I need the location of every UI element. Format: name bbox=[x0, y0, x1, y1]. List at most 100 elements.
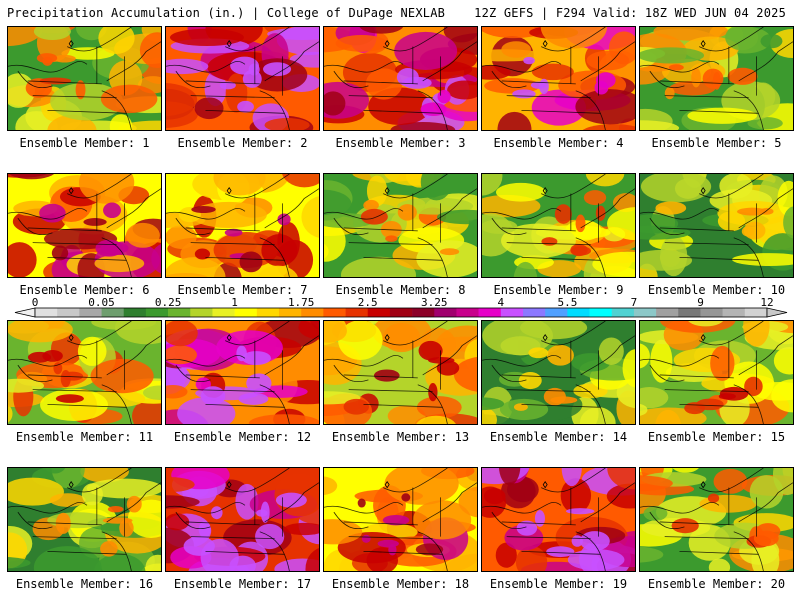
ensemble-member-label: Ensemble Member: 5 bbox=[651, 136, 782, 150]
ensemble-member-label: Ensemble Member: 9 bbox=[493, 283, 624, 297]
ensemble-map-panel bbox=[481, 467, 636, 572]
ensemble-member-label: Ensemble Member: 3 bbox=[335, 136, 466, 150]
ensemble-map-panel bbox=[639, 320, 794, 425]
precipitation-field bbox=[166, 174, 319, 277]
colorbar-tick-label: 2.5 bbox=[358, 296, 378, 309]
station-marker bbox=[700, 334, 706, 342]
precipitation-field bbox=[166, 27, 319, 130]
ensemble-member-label: Ensemble Member: 12 bbox=[173, 430, 312, 444]
station-marker bbox=[700, 481, 706, 489]
colorbar-swatch bbox=[633, 308, 657, 317]
precipitation-field bbox=[8, 468, 161, 571]
ensemble-map-panel bbox=[7, 26, 162, 131]
station-marker bbox=[542, 187, 548, 195]
precipitation-field bbox=[482, 321, 635, 424]
colorbar-swatch bbox=[367, 308, 391, 317]
ensemble-map-panel bbox=[7, 320, 162, 425]
ensemble-member-label: Ensemble Member: 10 bbox=[647, 283, 786, 297]
ensemble-member-label: Ensemble Member: 19 bbox=[489, 577, 628, 591]
precipitation-field bbox=[324, 468, 477, 571]
colorbar-swatch bbox=[722, 308, 746, 317]
precipitation-field bbox=[324, 174, 477, 277]
ensemble-map-panel bbox=[165, 467, 320, 572]
station-marker bbox=[542, 481, 548, 489]
precipitation-field bbox=[482, 468, 635, 571]
ensemble-map-panel bbox=[165, 320, 320, 425]
precipitation-field bbox=[640, 321, 793, 424]
colorbar-tick-label: 12 bbox=[760, 296, 773, 309]
ensemble-member-label: Ensemble Member: 6 bbox=[19, 283, 150, 297]
ensemble-map-panel bbox=[323, 320, 478, 425]
station-marker bbox=[68, 40, 74, 48]
precipitation-field bbox=[482, 174, 635, 277]
colorbar-swatch bbox=[456, 308, 479, 317]
ensemble-member-label: Ensemble Member: 20 bbox=[647, 577, 786, 591]
ensemble-member-label: Ensemble Member: 7 bbox=[177, 283, 308, 297]
ensemble-map-panel bbox=[7, 173, 162, 278]
ensemble-map-panel bbox=[639, 467, 794, 572]
station-marker bbox=[384, 481, 390, 489]
precipitation-field bbox=[324, 321, 477, 424]
colorbar-swatch bbox=[79, 308, 102, 317]
colorbar-swatch bbox=[700, 308, 723, 317]
station-marker bbox=[68, 481, 74, 489]
colorbar-swatch bbox=[345, 308, 369, 317]
colorbar-swatch bbox=[190, 308, 213, 317]
precipitation-field bbox=[482, 27, 635, 130]
colorbar-swatch bbox=[589, 308, 613, 317]
ensemble-map-panel bbox=[7, 467, 162, 572]
colorbar-tick-label: 4 bbox=[497, 296, 504, 309]
colorbar-tick-label: 0.25 bbox=[155, 296, 182, 309]
station-marker bbox=[542, 40, 548, 48]
colorbar-right-arrow bbox=[766, 307, 788, 318]
precipitation-field bbox=[8, 321, 161, 424]
colorbar-swatch bbox=[234, 308, 258, 317]
precipitation-field bbox=[640, 174, 793, 277]
colorbar-swatch bbox=[389, 308, 413, 317]
colorbar-swatch bbox=[656, 308, 679, 317]
precipitation-field bbox=[166, 321, 319, 424]
ensemble-map-panel bbox=[639, 26, 794, 131]
ensemble-member-label: Ensemble Member: 4 bbox=[493, 136, 624, 150]
colorbar-tick-label: 0 bbox=[32, 296, 39, 309]
colorbar-left-arrow bbox=[14, 307, 36, 318]
ensemble-map-panel bbox=[165, 173, 320, 278]
colorbar-tick-label: 1 bbox=[231, 296, 238, 309]
colorbar-swatch bbox=[434, 308, 457, 317]
ensemble-map-panel bbox=[481, 173, 636, 278]
precipitation-field bbox=[8, 174, 161, 277]
station-marker bbox=[226, 334, 232, 342]
colorbar-swatch bbox=[744, 308, 768, 317]
ensemble-member-label: Ensemble Member: 17 bbox=[173, 577, 312, 591]
ensemble-map-panel bbox=[323, 26, 478, 131]
colorbar-swatch bbox=[478, 308, 502, 317]
colorbar-tick-label: 0.05 bbox=[88, 296, 115, 309]
ensemble-member-label: Ensemble Member: 14 bbox=[489, 430, 628, 444]
ensemble-member-label: Ensemble Member: 2 bbox=[177, 136, 308, 150]
colorbar-swatch bbox=[35, 308, 58, 317]
station-marker bbox=[226, 187, 232, 195]
colorbar-tick-label: 5.5 bbox=[557, 296, 577, 309]
station-marker bbox=[226, 40, 232, 48]
colorbar-tick-label: 9 bbox=[697, 296, 704, 309]
station-marker bbox=[384, 334, 390, 342]
ensemble-map-panel bbox=[323, 173, 478, 278]
station-marker bbox=[384, 40, 390, 48]
colorbar-swatch bbox=[123, 308, 147, 317]
colorbar-swatch bbox=[301, 308, 324, 317]
precipitation-field bbox=[8, 27, 161, 130]
colorbar-swatch bbox=[145, 308, 169, 317]
ensemble-map-panel bbox=[481, 26, 636, 131]
precipitation-field bbox=[640, 468, 793, 571]
ensemble-member-label: Ensemble Member: 11 bbox=[15, 430, 154, 444]
station-marker bbox=[542, 334, 548, 342]
colorbar-swatch bbox=[567, 308, 590, 317]
station-marker bbox=[700, 187, 706, 195]
precipitation-field bbox=[640, 27, 793, 130]
colorbar-swatch bbox=[412, 308, 435, 317]
colorbar-swatch bbox=[500, 308, 524, 317]
ensemble-member-label: Ensemble Member: 18 bbox=[331, 577, 470, 591]
ensemble-member-label: Ensemble Member: 1 bbox=[19, 136, 150, 150]
ensemble-map-panel bbox=[323, 467, 478, 572]
colorbar-tick-label: 1.75 bbox=[288, 296, 315, 309]
